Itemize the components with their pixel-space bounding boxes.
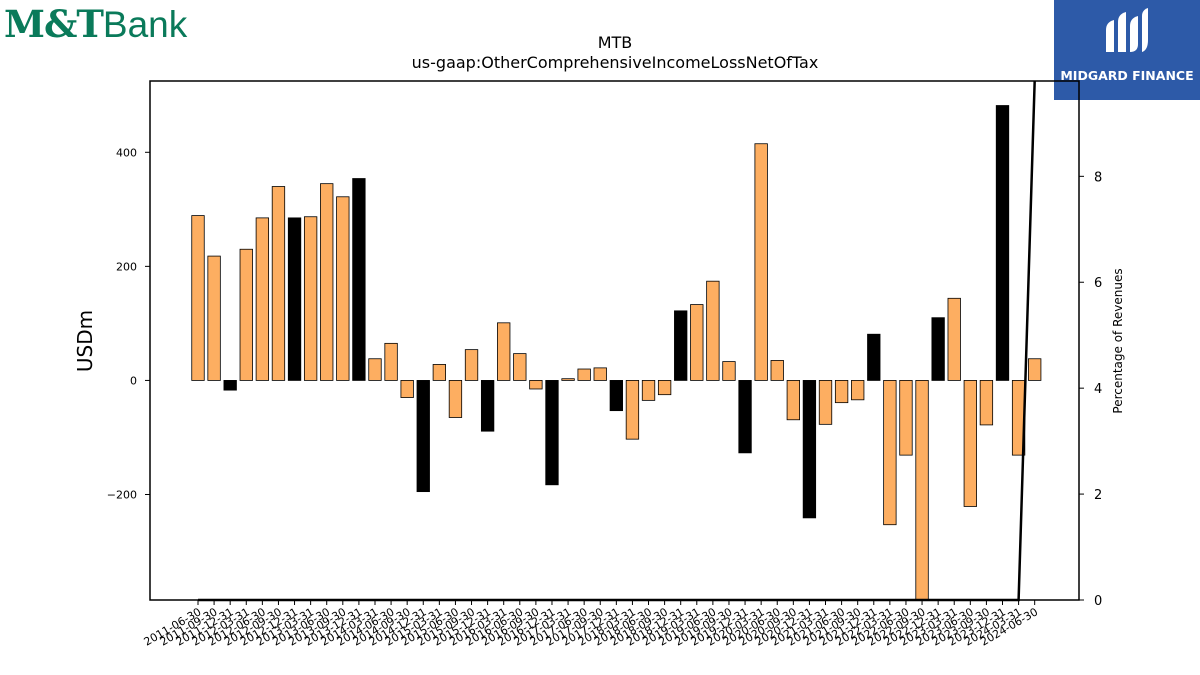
bar-2022-03-31 bbox=[883, 380, 897, 526]
y-tick-label: 400 bbox=[116, 146, 137, 159]
bar-2019-03-31 bbox=[690, 304, 704, 381]
mt-logo-bank-text: Bank bbox=[102, 4, 188, 45]
y2-tick-label: 6 bbox=[1094, 276, 1102, 291]
bar-2011-06-30 bbox=[191, 215, 205, 381]
bar-2013-06-30 bbox=[320, 183, 334, 381]
bar-2024-06-30 bbox=[1028, 358, 1042, 381]
y-tick-label: −200 bbox=[107, 488, 137, 501]
bar-2012-09-30 bbox=[271, 186, 286, 381]
bar-2015-12-31 bbox=[480, 380, 495, 432]
bar-2020-09-30 bbox=[786, 380, 800, 421]
bar-2022-09-30 bbox=[915, 380, 929, 601]
bar-2012-12-31 bbox=[287, 217, 302, 381]
bar-2015-09-30 bbox=[464, 349, 479, 381]
y2-tick-label: 2 bbox=[1094, 488, 1102, 503]
bar-2020-06-30 bbox=[770, 360, 784, 381]
bar-2014-06-30 bbox=[384, 342, 398, 381]
bar-2023-12-31 bbox=[995, 105, 1010, 381]
plot-frame bbox=[149, 80, 1080, 601]
bar-2017-06-30 bbox=[577, 368, 591, 381]
chart-title: MTB bbox=[598, 33, 633, 52]
bar-2023-06-30 bbox=[963, 380, 977, 507]
bar-2016-12-31 bbox=[545, 380, 559, 486]
y2-tick-label: 4 bbox=[1094, 382, 1102, 397]
bar-2012-03-31 bbox=[239, 248, 253, 381]
bar-2011-12-31 bbox=[223, 380, 237, 391]
bar-2018-12-31 bbox=[674, 310, 688, 381]
bar-2022-06-30 bbox=[899, 380, 913, 456]
bar-2014-03-31 bbox=[368, 358, 382, 381]
bar-2021-06-30 bbox=[834, 380, 849, 404]
bar-2022-12-31 bbox=[931, 317, 945, 381]
bar-2020-03-31 bbox=[754, 143, 768, 381]
bar-2016-09-30 bbox=[529, 380, 543, 390]
mt-bank-logo: M&TBank bbox=[4, 2, 188, 46]
bar-2014-09-30 bbox=[400, 380, 414, 398]
bar-2015-03-31 bbox=[432, 364, 447, 381]
bar-2023-09-30 bbox=[979, 380, 994, 426]
bar-2014-12-31 bbox=[416, 380, 430, 493]
bar-2015-06-30 bbox=[448, 380, 463, 418]
bar-2011-09-30 bbox=[207, 255, 221, 381]
bar-2019-12-31 bbox=[738, 380, 752, 454]
bar-2018-09-30 bbox=[657, 380, 672, 396]
bar-2021-03-31 bbox=[818, 380, 833, 425]
bar-2013-09-30 bbox=[336, 196, 350, 381]
bar-2013-12-31 bbox=[352, 178, 366, 381]
bar-2019-09-30 bbox=[722, 361, 736, 381]
bar-2012-06-30 bbox=[255, 217, 270, 381]
bar-2018-06-30 bbox=[641, 380, 656, 401]
y-tick-label: 200 bbox=[116, 260, 137, 273]
bar-2013-03-31 bbox=[303, 216, 318, 381]
bar-2017-03-31 bbox=[561, 378, 575, 381]
y2-tick-label: 0 bbox=[1094, 594, 1102, 609]
y2-tick-label: 8 bbox=[1094, 170, 1102, 185]
midgard-emblem-icon bbox=[1106, 8, 1148, 52]
bar-2021-12-31 bbox=[867, 333, 881, 381]
y-axis-label: USDm bbox=[73, 310, 97, 372]
midgard-finance-text: MIDGARD FINANCE bbox=[1060, 68, 1194, 83]
bar-2019-06-30 bbox=[706, 280, 720, 381]
bar-2016-06-30 bbox=[513, 353, 527, 381]
bar-2021-09-30 bbox=[851, 380, 865, 401]
bar-2023-03-31 bbox=[947, 297, 961, 381]
bar-2016-03-31 bbox=[497, 322, 511, 381]
y2-axis-label: Percentage of Revenues bbox=[1111, 268, 1125, 413]
bar-2017-12-31 bbox=[609, 380, 623, 412]
bar-2017-09-30 bbox=[593, 367, 607, 381]
chart-subtitle: us-gaap:OtherComprehensiveIncomeLossNetO… bbox=[412, 53, 819, 72]
mt-logo-mark: M&T bbox=[4, 2, 104, 46]
bar-2020-12-31 bbox=[802, 380, 817, 519]
midgard-finance-logo: MIDGARD FINANCE bbox=[1054, 0, 1200, 100]
bar-2018-03-31 bbox=[625, 380, 640, 440]
y-tick-label: 0 bbox=[130, 374, 137, 387]
